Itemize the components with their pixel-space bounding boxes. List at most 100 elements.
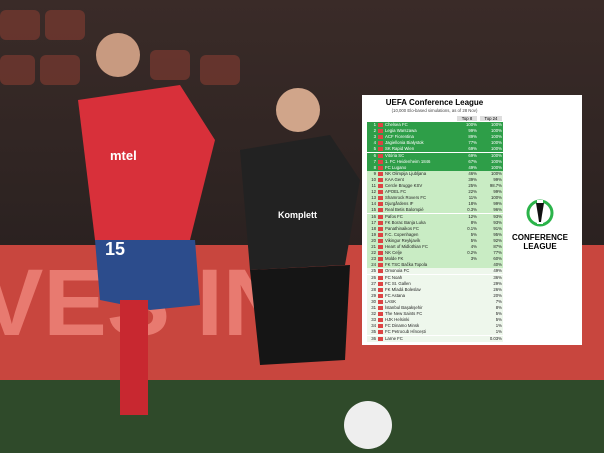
rank: 8 xyxy=(373,164,376,170)
table-row: 29 FC Astana 20% xyxy=(367,292,503,299)
top24-value: 26% xyxy=(493,286,502,292)
rank: 6 xyxy=(373,152,376,158)
flag xyxy=(378,312,383,317)
top8-value: 3% xyxy=(470,256,477,262)
top24-value: 98.7% xyxy=(489,183,502,188)
table-row: 3 ACF Fiorentina 89% 100% xyxy=(367,134,503,141)
flag xyxy=(378,281,383,286)
team-name: FC Astana xyxy=(385,292,406,298)
top24-value: 8% xyxy=(495,305,502,310)
header-top8: Top 8 xyxy=(457,116,477,121)
table-row: 35 FC Petrocub Hîncești 1% xyxy=(367,329,503,336)
table-row: 18 Panathinaikos FC 0.1% 91% xyxy=(367,225,503,232)
team-name: FC Petrocub Hîncești xyxy=(385,329,426,335)
table-row: 19 F.C. Copenhagen 5% 95% xyxy=(367,231,503,238)
rank: 22 xyxy=(371,250,376,256)
table-row: 21 Heart of Midlothian FC 4% 87% xyxy=(367,244,503,250)
flag xyxy=(378,196,383,201)
top24-value: 77% xyxy=(493,250,502,256)
rank: 3 xyxy=(373,134,376,140)
team-name: FK Mladá Boleslav xyxy=(385,286,421,292)
table-row: 12 APOEL FC 22% 99% xyxy=(367,189,503,196)
rank: 27 xyxy=(371,280,376,286)
top24-value: 49% xyxy=(493,268,502,274)
top24-value: 5% xyxy=(495,317,502,323)
flag xyxy=(378,251,383,256)
rank: 36 xyxy=(371,335,376,341)
flag xyxy=(378,220,383,225)
team-name: İstanbul Başakşehir xyxy=(385,305,423,310)
flag xyxy=(378,129,383,134)
table-row: 31 İstanbul Başakşehir 8% xyxy=(367,305,503,311)
team-name: FC Lugano xyxy=(385,164,407,170)
top24-value: 100% xyxy=(491,152,502,158)
table-row: 26 FC Noah 36% xyxy=(367,274,503,281)
table-row: 13 Shamrock Rovers FC 11% 100% xyxy=(367,195,503,202)
team-name: 1. FC Heidenheim 1846 xyxy=(385,158,431,164)
flag xyxy=(378,299,383,304)
top8-value: 77% xyxy=(468,140,477,146)
flag xyxy=(378,257,383,262)
top24-value: 100% xyxy=(491,128,502,134)
top24-value: 99% xyxy=(493,201,502,207)
rank: 29 xyxy=(371,292,376,298)
rank: 28 xyxy=(371,286,376,292)
team-name: Pafos FC xyxy=(385,213,403,219)
flag xyxy=(378,275,383,280)
team-name: Larne FC xyxy=(385,335,403,341)
table-row: 1 Chelsea FC 100% 100% xyxy=(367,122,503,128)
top24-value: 96% xyxy=(493,207,502,213)
flag xyxy=(378,245,383,249)
team-name: Vitória SC xyxy=(385,152,405,158)
rank: 12 xyxy=(371,189,376,195)
table-row: 11 Cercle Brugge KSV 25% 98.7% xyxy=(367,183,503,189)
table-row: 30 LASK 7% xyxy=(367,298,503,305)
team-name: FC Dinamo Minsk xyxy=(385,323,420,329)
team-name: HJK Helsinki xyxy=(385,317,410,323)
rank: 32 xyxy=(371,311,376,317)
top24-value: 99% xyxy=(493,189,502,195)
rank: 25 xyxy=(371,268,376,274)
flag xyxy=(378,269,383,274)
flag xyxy=(378,177,383,182)
rank: 17 xyxy=(371,219,376,225)
table-row: 4 Jagiellonia Białystok 77% 100% xyxy=(367,140,503,147)
table-row: 32 The New Saints FC 5% xyxy=(367,311,503,318)
shirt-number: 15 xyxy=(105,239,125,259)
top8-value: 49% xyxy=(468,164,477,170)
top8-value: 67% xyxy=(468,158,477,164)
team-name: FK TSC Bačka Topola xyxy=(385,262,428,268)
top24-value: 1% xyxy=(495,323,502,329)
sponsor: mtel xyxy=(110,148,137,163)
table-row: 25 Omonoia FC 49% xyxy=(367,268,503,275)
logo-line1: CONFERENCE xyxy=(512,233,569,242)
table-row: 7 1. FC Heidenheim 1846 67% 100% xyxy=(367,158,503,165)
rank: 24 xyxy=(371,262,376,268)
top24-value: 100% xyxy=(491,122,502,127)
team-name: Vikingur Reykjavík xyxy=(385,237,421,243)
header-top24: Top 24 xyxy=(480,116,502,121)
top8-value: 0.1% xyxy=(467,225,477,231)
rank: 31 xyxy=(371,305,376,310)
rank: 11 xyxy=(371,183,376,188)
table-row: 6 Vitória SC 69% 100% xyxy=(367,152,503,159)
top8-value: 8% xyxy=(470,219,477,225)
flag xyxy=(378,123,383,127)
top8-value: 100% xyxy=(466,122,477,127)
table-row: 10 KAA Gent 39% 99% xyxy=(367,176,503,183)
table-row: 33 HJK Helsinki 5% xyxy=(367,317,503,324)
top24-value: 91% xyxy=(493,225,502,231)
top24-value: 99% xyxy=(493,176,502,182)
top8-value: 5% xyxy=(470,231,477,237)
top24-value: 0.03% xyxy=(489,335,502,341)
rank: 34 xyxy=(371,323,376,329)
flag xyxy=(378,238,383,243)
flag xyxy=(378,190,383,195)
team-name: APOEL FC xyxy=(385,189,407,195)
flag xyxy=(378,226,383,231)
top24-value: 95% xyxy=(493,231,502,237)
flag xyxy=(378,336,383,341)
top24-value: 40% xyxy=(493,262,502,268)
table-row: 5 SK Rapid Wien 69% 100% xyxy=(367,146,503,153)
